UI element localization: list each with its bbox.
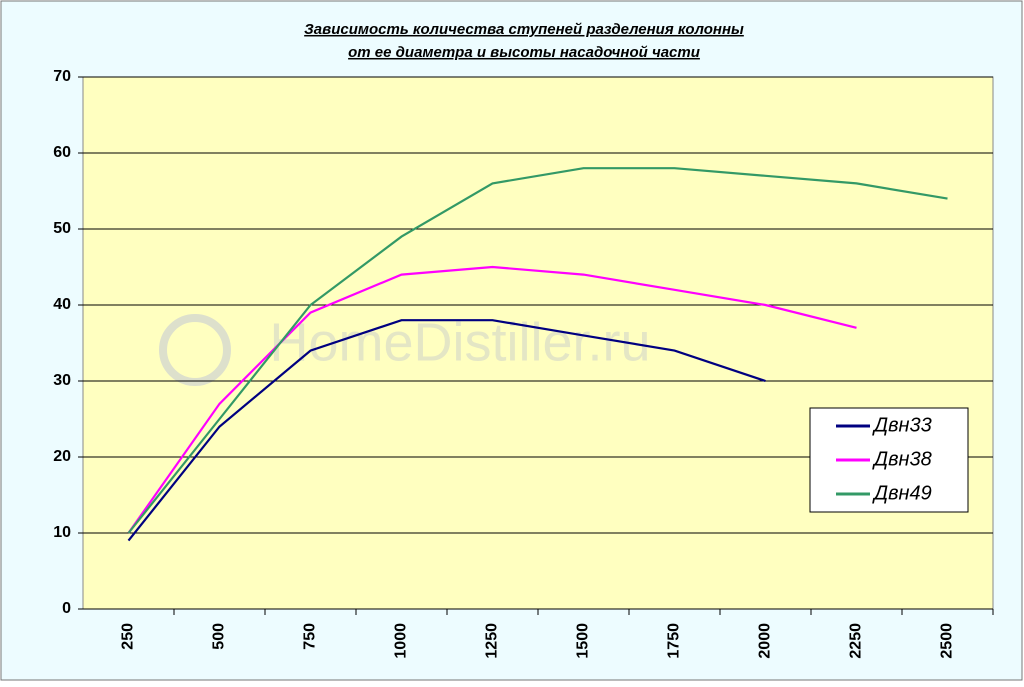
y-tick-label: 0 bbox=[62, 600, 71, 617]
legend-label: Двн33 bbox=[872, 414, 932, 436]
series-line bbox=[127, 319, 766, 542]
x-tick-label: 250 bbox=[120, 623, 137, 650]
x-tick-label: 2000 bbox=[757, 623, 774, 659]
y-tick-label: 10 bbox=[53, 524, 71, 541]
y-tick-label: 20 bbox=[53, 448, 71, 465]
y-tick-label: 40 bbox=[53, 296, 71, 313]
x-tick-label: 1250 bbox=[484, 623, 501, 659]
series-line bbox=[127, 167, 948, 534]
plot-area bbox=[82, 76, 994, 610]
x-tick-label: 500 bbox=[211, 623, 228, 650]
y-tick-label: 60 bbox=[53, 144, 71, 161]
legend-label: Двн49 bbox=[872, 482, 932, 504]
y-tick-label: 50 bbox=[53, 220, 71, 237]
y-tick-label: 30 bbox=[53, 372, 71, 389]
x-tick-label: 1750 bbox=[666, 623, 683, 659]
x-tick-label: 2500 bbox=[939, 623, 956, 659]
x-tick-label: 1000 bbox=[393, 623, 410, 659]
x-tick-label: 1500 bbox=[575, 623, 592, 659]
chart-title: Зависимость количества ступеней разделен… bbox=[304, 21, 744, 38]
series-line bbox=[127, 265, 857, 534]
x-tick-label: 750 bbox=[302, 623, 319, 650]
x-tick-label: 2250 bbox=[848, 623, 865, 659]
chart-subtitle: от ее диаметра и высоты насадочной части bbox=[348, 44, 700, 61]
legend-label: Двн38 bbox=[872, 448, 932, 470]
y-tick-label: 70 bbox=[53, 68, 71, 85]
watermark-logo bbox=[159, 314, 231, 386]
